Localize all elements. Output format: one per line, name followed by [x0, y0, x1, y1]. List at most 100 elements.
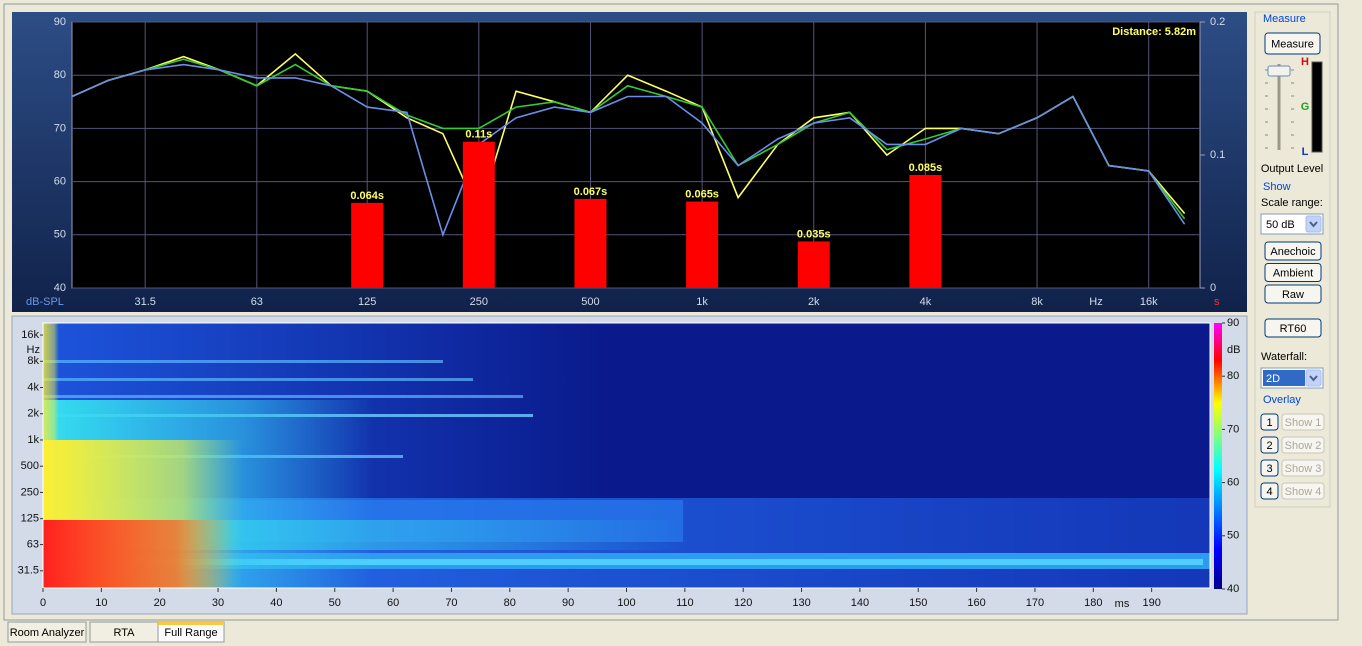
rt60-bar	[797, 241, 830, 288]
y-tick-label: 250	[21, 486, 39, 498]
overlay-number-button[interactable]: 3	[1260, 459, 1279, 477]
tab-face	[7, 621, 87, 643]
annotation: Distance: 5.82m	[1112, 26, 1196, 38]
x-tick-label: 63	[251, 296, 263, 308]
x-tick-label: 110	[676, 597, 694, 609]
view-button-label: Anechoic	[1270, 246, 1316, 258]
measure-button-label: Measure	[1271, 38, 1314, 50]
group-label: Show	[1263, 181, 1291, 193]
x-tick-label: 10	[95, 597, 107, 609]
colorbar-label: 70	[1227, 423, 1239, 435]
view-button-face	[1264, 263, 1322, 282]
x-tick-label: 500	[581, 296, 599, 308]
overlay-number-button-label: 2	[1266, 440, 1272, 452]
label: Scale range:	[1261, 197, 1323, 209]
slider-thumb[interactable]	[1267, 65, 1291, 77]
overlay-number-button[interactable]: 2	[1260, 436, 1279, 454]
level-meter	[1311, 61, 1323, 153]
y-axis-label: Hz	[27, 344, 40, 356]
y-tick-label: 80	[54, 69, 66, 81]
overlay-show-button-label: Show 3	[1285, 463, 1322, 475]
overlay-number-button-face	[1260, 413, 1279, 431]
x-tick-label: 90	[562, 597, 574, 609]
rt60-bar	[351, 202, 384, 288]
colorbar-label: 90	[1227, 317, 1239, 329]
y-tick-label: 90	[54, 16, 66, 28]
view-button-label: Raw	[1282, 289, 1304, 301]
overlay-show-button[interactable]: Show 4	[1281, 482, 1325, 500]
x-tick-label: 40	[270, 597, 282, 609]
bar-label: 0.085s	[909, 162, 943, 174]
tab-label: Room Analyzer	[10, 627, 85, 639]
view-button[interactable]: Ambient	[1264, 263, 1322, 282]
y-tick-label: 40	[54, 282, 66, 294]
x-axis-label: ms	[1115, 598, 1130, 610]
plot-area	[71, 21, 1201, 289]
bar-label: 0.11s	[465, 129, 492, 141]
colorbar-label: 80	[1227, 370, 1239, 382]
x-tick-label: 30	[212, 597, 224, 609]
colorbar	[1214, 323, 1222, 589]
overlay-number-button-label: 1	[1266, 417, 1272, 429]
overlay-show-button-label: Show 4	[1285, 486, 1322, 498]
colorbar-label: 50	[1227, 530, 1239, 542]
overlay-show-button[interactable]: Show 2	[1281, 436, 1325, 454]
y-tick-label: 70	[54, 122, 66, 134]
overlay-number-button-label: 4	[1266, 486, 1272, 498]
tab-label: Full Range	[164, 627, 217, 639]
measure-button[interactable]: Measure	[1264, 32, 1321, 55]
label: H	[1301, 56, 1309, 68]
scale-range-select[interactable]: 50 dB	[1260, 213, 1324, 235]
x-tick-label: 190	[1142, 597, 1160, 609]
y2-axis-label: s	[1214, 296, 1220, 308]
overlay-show-button[interactable]: Show 1	[1281, 413, 1325, 431]
view-button-face	[1264, 284, 1322, 304]
overlay-number-button[interactable]: 4	[1260, 482, 1279, 500]
x-tick-label: 170	[1026, 597, 1044, 609]
view-button-label: Ambient	[1273, 267, 1313, 279]
label: Waterfall:	[1261, 351, 1307, 363]
x-tick-label: 125	[358, 296, 376, 308]
tab[interactable]: Room Analyzer	[7, 621, 87, 643]
view-button[interactable]: Raw	[1264, 284, 1322, 304]
label: Output Level	[1261, 163, 1323, 175]
tab-highlight	[158, 622, 224, 625]
y2-tick-label: 0.2	[1210, 16, 1225, 28]
view-button[interactable]: Anechoic	[1264, 241, 1322, 261]
x-tick-label: 4k	[920, 296, 932, 308]
group-label: Overlay	[1263, 394, 1301, 406]
waterfall-select-arrow	[1309, 375, 1318, 382]
overlay-show-button-label: Show 1	[1285, 417, 1322, 429]
colorbar-unit: dB	[1227, 344, 1240, 356]
rt60-bar	[574, 198, 607, 288]
overlay-show-button[interactable]: Show 3	[1281, 459, 1325, 477]
rt60-button[interactable]: RT60	[1264, 318, 1322, 338]
bar-label: 0.065s	[685, 188, 719, 200]
bar-label: 0.067s	[574, 186, 608, 198]
x-tick-label: 1k	[696, 296, 708, 308]
y-tick-label: 8k	[27, 355, 39, 367]
y-tick-label: 16k	[21, 329, 39, 341]
x-tick-label: 8k	[1031, 296, 1043, 308]
x-tick-label: 120	[734, 597, 752, 609]
waterfall-select-highlight	[1263, 370, 1305, 386]
rt60-button-face	[1264, 318, 1322, 338]
tab[interactable]: Full Range	[157, 621, 225, 643]
overlay-number-button-face	[1260, 436, 1279, 454]
scale-range-select-arrow-box	[1305, 215, 1322, 233]
x-tick-label: 140	[851, 597, 869, 609]
colorbar-label: 40	[1227, 583, 1239, 595]
tab[interactable]: RTA	[89, 621, 159, 643]
bar-label: 0.064s	[350, 190, 384, 202]
label: L	[1302, 146, 1309, 158]
overlay-number-button-face	[1260, 459, 1279, 477]
x-tick-label: 16k	[1140, 296, 1158, 308]
rt60-bar	[462, 141, 495, 288]
y-tick-label: 2k	[27, 408, 39, 420]
overlay-number-button[interactable]: 1	[1260, 413, 1279, 431]
waterfall-select[interactable]: 2D	[1260, 367, 1324, 389]
scale-range-select-arrow	[1309, 221, 1318, 228]
bar-label: 0.035s	[797, 228, 831, 240]
x-tick-label: 160	[967, 597, 985, 609]
